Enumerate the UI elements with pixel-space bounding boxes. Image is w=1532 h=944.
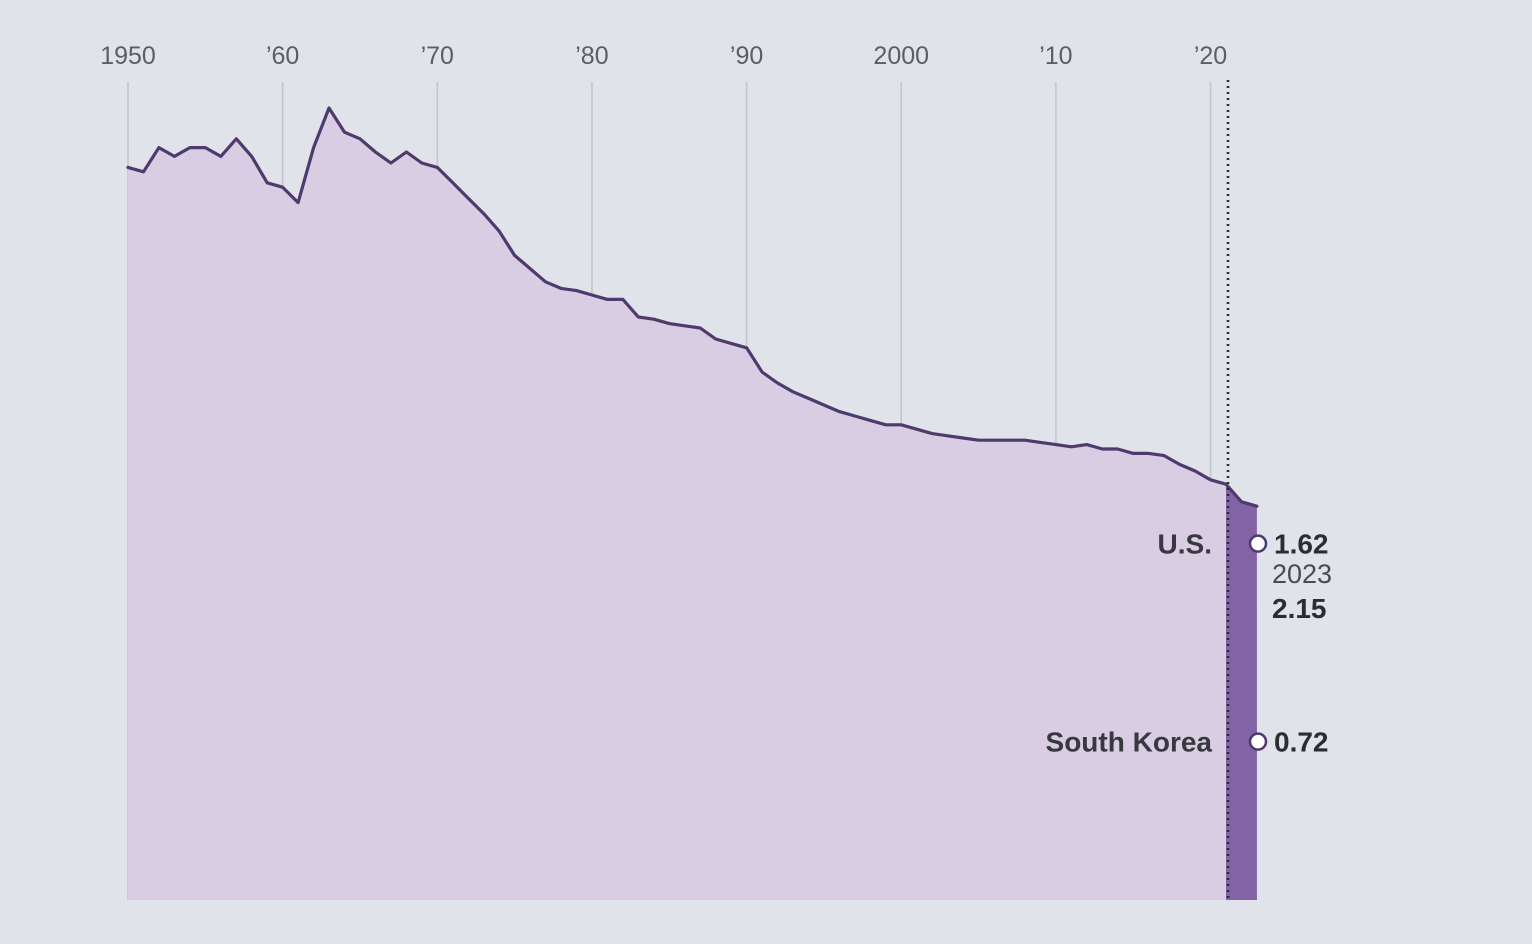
x-axis-ticks: 1950 ’60 ’70 ’80 ’90 2000 ’10 ’20 <box>100 42 1227 70</box>
x-tick-label-2000: 2000 <box>873 42 929 70</box>
marker-south-korea <box>1248 732 1268 751</box>
latest-value-label: 2.15 <box>1272 593 1327 624</box>
x-tick-label-1980: ’80 <box>575 42 608 70</box>
latest-years-band <box>1226 484 1257 900</box>
x-tick-label-1990: ’90 <box>730 42 763 70</box>
x-tick-label-1960: ’60 <box>266 42 299 70</box>
value-label-u-s: 1.62 <box>1274 529 1329 560</box>
country-label-u-s: U.S. <box>1158 529 1212 560</box>
latest-year-label: 2023 <box>1272 559 1332 589</box>
x-tick-label-1970: ’70 <box>421 42 454 70</box>
x-tick-label-2010: ’10 <box>1039 42 1072 70</box>
x-tick-label-2020: ’20 <box>1194 42 1227 70</box>
series-line-world <box>126 106 1259 508</box>
annotations: 2023 2.15 U.S. 1.62 South Korea 0.72 <box>1046 80 1332 900</box>
marker-u-s <box>1248 534 1268 553</box>
country-label-south-korea: South Korea <box>1046 727 1213 758</box>
value-label-south-korea: 0.72 <box>1274 727 1329 758</box>
area-fill-world <box>128 108 1226 900</box>
area-layer <box>126 106 1259 900</box>
x-tick-label-1950: 1950 <box>100 42 156 70</box>
